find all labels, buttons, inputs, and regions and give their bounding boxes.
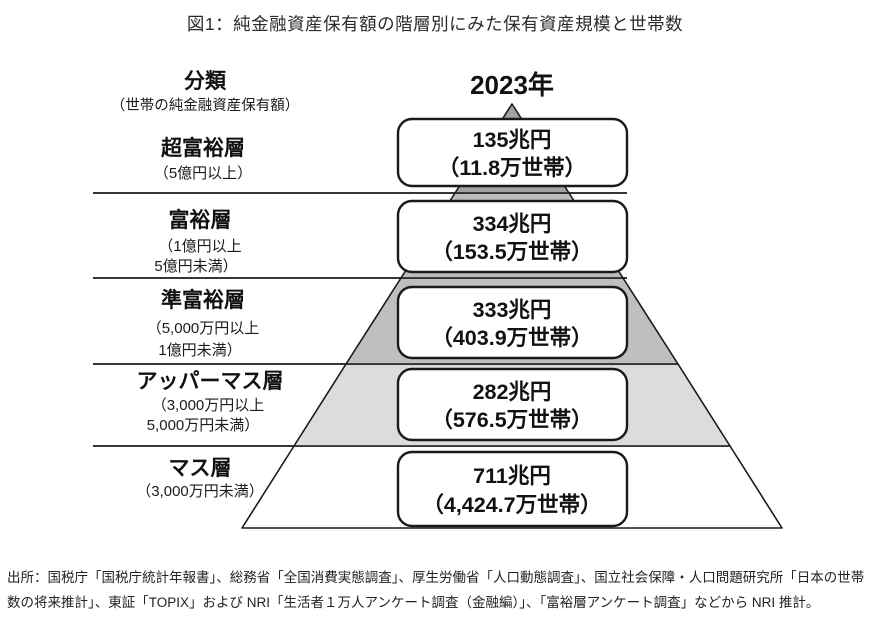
tier-label-super-affluent: 超富裕層	[161, 136, 245, 160]
tier-range-semi-affluent-line1: （5,000万円以上	[147, 320, 260, 337]
wealth-pyramid-chart: 分類 （世帯の純金融資産保有額） 2023年 超富裕層 （5億円以上） 富裕層 …	[93, 70, 783, 529]
households-affluent: （153.5万世帯）	[431, 239, 592, 264]
value-box-upper-mass	[396, 367, 629, 442]
assets-upper-mass: 282兆円	[473, 380, 552, 404]
assets-super-affluent: 135兆円	[473, 128, 552, 152]
tier-range-super-affluent: （5億円以上）	[154, 165, 252, 182]
tier-label-affluent: 富裕層	[169, 208, 232, 232]
tier-range-semi-affluent-line2: 1億円未満）	[158, 342, 241, 359]
tier-range-mass: （3,000万円未満）	[136, 483, 264, 500]
tier-label-mass: マス層	[169, 457, 232, 480]
assets-mass: 711兆円	[473, 464, 551, 488]
households-mass: （4,424.7万世帯）	[422, 492, 601, 517]
classification-column-header: 分類	[184, 70, 227, 93]
value-box-semi-affluent	[396, 285, 629, 360]
tier-range-affluent-line1: （1億円以上	[158, 238, 241, 255]
assets-affluent: 334兆円	[473, 212, 552, 236]
tier-range-upper-mass-line2: 5,000万円未満）	[147, 417, 260, 434]
classification-column-subtitle: （世帯の純金融資産保有額）	[111, 97, 300, 114]
year-header: 2023年	[470, 70, 554, 100]
households-upper-mass: （576.5万世帯）	[431, 407, 592, 432]
tier-label-upper-mass: アッパーマス層	[137, 370, 284, 393]
tier-label-semi-affluent: 準富裕層	[161, 288, 245, 312]
figure-title: 図1：純金融資産保有額の階層別にみた保有資産規模と世帯数	[186, 14, 684, 34]
value-box-mass	[396, 450, 629, 528]
households-super-affluent: （11.8万世帯）	[438, 155, 586, 180]
source-note: 出所：国税庁「国税庁統計年報書」、総務省「全国消費実態調査」、厚生労働省「人口動…	[7, 570, 865, 610]
value-box-affluent	[396, 199, 629, 274]
value-box-super-affluent	[396, 117, 629, 188]
assets-semi-affluent: 333兆円	[473, 298, 552, 322]
households-semi-affluent: （403.9万世帯）	[431, 325, 592, 350]
tier-range-upper-mass-line1: （3,000万円以上	[152, 397, 265, 414]
tier-range-affluent-line2: 5億円未満）	[154, 258, 237, 275]
